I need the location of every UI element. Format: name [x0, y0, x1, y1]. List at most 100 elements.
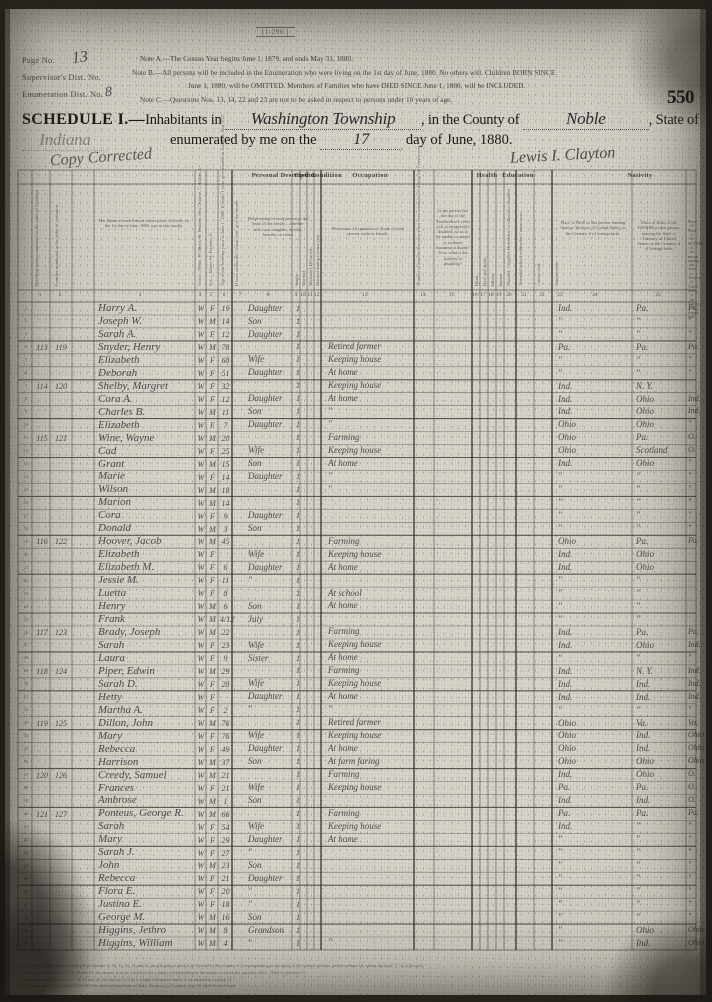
cell-color: W	[197, 874, 205, 884]
line-number: 2	[24, 318, 28, 324]
cell-sex: M	[209, 913, 216, 923]
cell-birthplace-father: Pa.	[636, 341, 649, 352]
cell-birthplace-father: Ind.	[636, 678, 651, 689]
cell-single-mark: 1	[296, 472, 300, 482]
col-header-maimed: Maimed, Crippled, Bedridden, or otherwis…	[506, 188, 511, 286]
line-number: 35	[23, 746, 29, 752]
cell-dwelling-number: 114	[36, 381, 48, 391]
column-number-24: 24	[592, 292, 598, 298]
cell-single-mark: 1	[296, 834, 300, 844]
cell-age: 4/12	[220, 615, 235, 625]
cell-relationship: Daughter	[248, 872, 283, 883]
cell-age: 14	[221, 498, 230, 508]
line-number: 48	[23, 914, 29, 920]
cell-person-name: Marion	[98, 496, 131, 509]
column-number-8: 8	[266, 292, 270, 298]
col-header-married-in-year: Married during Census year.	[315, 233, 320, 286]
cell-sex: F	[210, 654, 215, 664]
column-number-13: 13	[362, 292, 368, 298]
cell-birthplace-person: "	[558, 354, 562, 365]
cell-birthplace-person: "	[558, 367, 562, 378]
cell-single-mark: 1	[296, 770, 300, 780]
cell-birthplace-person: "	[558, 834, 562, 845]
cell-sex: M	[209, 809, 216, 819]
cell-color: W	[197, 693, 205, 702]
cell-sex: F	[210, 304, 215, 314]
line-number: 21	[23, 564, 29, 570]
cell-birthplace-person: "	[558, 704, 562, 715]
col-header-blind: Blind.	[474, 274, 479, 286]
note-c: Note C.—Questions Nos. 13, 14, 22 and 23…	[140, 96, 453, 104]
column-number-25: 25	[655, 292, 661, 298]
cell-relationship: Daughter	[248, 691, 283, 702]
line-number: 34	[23, 733, 29, 739]
cell-family-number: 123	[55, 628, 67, 638]
cell-birthplace-person: Ohio	[558, 536, 576, 547]
cell-birthplace-person: "	[558, 600, 562, 611]
cell-birthplace-person: Ind.	[558, 665, 573, 676]
cell-relationship: "	[248, 937, 252, 948]
cell-birthplace-mother: "	[688, 354, 692, 364]
cell-person-name: Martha A.	[98, 703, 144, 716]
cell-person-name: Cora A.	[98, 392, 133, 405]
cell-age: 29	[221, 667, 230, 677]
cell-relationship: Sister	[248, 652, 269, 663]
cell-sex: F	[210, 381, 215, 391]
page-no-label: Page No.	[22, 55, 55, 65]
line-number: 29	[23, 668, 29, 674]
cell-birthplace-father: "	[636, 911, 640, 922]
line-number: 39	[23, 798, 29, 803]
cell-birthplace-person: Pa.	[558, 782, 571, 793]
cell-relationship: "	[248, 898, 252, 909]
col-header-color: Color—White, W; Black, B; Mulatto, Mu; C…	[197, 167, 202, 286]
cell-age: 12	[221, 330, 230, 340]
cell-color: W	[197, 433, 205, 443]
cell-birthplace-person: "	[558, 873, 562, 884]
cell-occupation: Retired farmer	[328, 717, 381, 728]
cell-occupation: "	[328, 406, 332, 417]
cell-relationship: Wife	[248, 730, 264, 741]
cell-color: W	[197, 498, 205, 508]
cell-birthplace-person: Ohio	[558, 419, 576, 430]
page-edge-top	[0, 0, 712, 9]
line-number: 32	[23, 707, 29, 713]
cell-relationship: Son	[248, 795, 262, 806]
cell-color: W	[197, 744, 205, 754]
cell-birthplace-mother: O.	[688, 432, 696, 442]
cell-birthplace-father: "	[636, 497, 640, 508]
line-number: 1	[24, 305, 28, 311]
cell-single-mark: 1	[296, 757, 300, 767]
cell-sex: F	[210, 848, 215, 858]
cell-birthplace-father: Ohio	[636, 924, 654, 935]
cell-person-name: Hetty	[98, 690, 122, 703]
cell-single-mark: 1	[296, 485, 300, 495]
line-number: 33	[23, 720, 29, 726]
cell-sex: M	[209, 407, 216, 417]
cell-occupation: Farming	[328, 768, 360, 779]
county-label: , in the County of	[421, 112, 520, 128]
cell-dwelling-number: 115	[36, 433, 48, 443]
cell-person-name: John	[98, 859, 120, 872]
cell-age: 4	[223, 939, 228, 949]
footer-note-3: 3.—For the answers to Nos. 16, 17, 18, 1…	[12, 976, 233, 982]
cell-person-name: Marie	[98, 470, 125, 483]
cell-occupation: At home	[328, 457, 358, 468]
cell-age: 76	[221, 731, 230, 741]
cell-color: W	[197, 356, 205, 366]
cell-birthplace-father: N. Y.	[636, 665, 653, 676]
cell-age: 37	[221, 757, 230, 767]
column-number-1: 1	[38, 292, 42, 298]
cell-age: 28	[221, 680, 230, 690]
cell-color: W	[197, 589, 205, 599]
cell-relationship: Son	[248, 911, 262, 922]
column-number-6: 6	[222, 292, 226, 298]
cell-single-mark: 1	[296, 588, 300, 598]
cell-relationship: Daughter	[248, 393, 283, 404]
cell-birthplace-mother: "	[688, 523, 692, 533]
cell-sex: M	[209, 524, 216, 534]
cell-relationship: "	[248, 704, 252, 715]
cell-color: W	[197, 537, 205, 547]
cell-single-mark: 1	[296, 381, 300, 391]
cell-birthplace-person: Pa.	[558, 341, 571, 352]
cell-relationship: Daughter	[248, 743, 283, 754]
